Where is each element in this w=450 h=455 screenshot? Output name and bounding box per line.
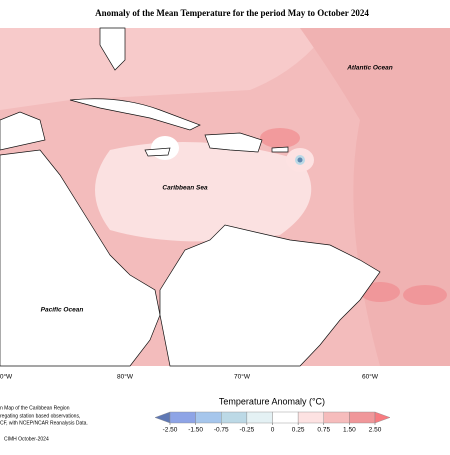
legend-title: Temperature Anomaly (°C) xyxy=(219,396,325,406)
shade xyxy=(260,128,300,148)
colorbar-tick-label: 1.50 xyxy=(343,427,356,434)
colorbar-segment xyxy=(297,411,324,424)
colorbar-segment xyxy=(272,411,299,424)
colorbar-extend xyxy=(374,411,391,424)
colorbar-segment xyxy=(246,411,273,424)
shade xyxy=(300,28,450,366)
colorbar-segment xyxy=(323,411,350,424)
longitude-labels: 0°W 80°W 70°W 60°W xyxy=(0,373,379,381)
puerto-rico xyxy=(271,146,289,153)
cuba xyxy=(69,98,201,131)
colorbar-tick-label: 0 xyxy=(271,427,275,434)
longitude-label: 80°W xyxy=(117,373,134,381)
colorbar-segment xyxy=(195,411,222,424)
shade xyxy=(0,28,330,110)
shade xyxy=(360,282,400,302)
colorbar-segment xyxy=(221,411,248,424)
longitude-label: 70°W xyxy=(234,373,251,381)
central-america xyxy=(0,149,161,367)
colorbar-tick-label: 0.75 xyxy=(317,427,330,434)
colorbar-extend xyxy=(154,411,171,424)
note: CF, with NCEP/NCAR Reanalysis Data. xyxy=(0,420,88,426)
shade xyxy=(151,136,179,160)
colorbar-tick-label: -2.50 xyxy=(163,427,178,434)
note: regating station based observations, xyxy=(0,413,80,419)
shade xyxy=(297,157,303,163)
colorbar-tick-label: 0.25 xyxy=(292,427,305,434)
title: Anomaly of the Mean Temperature for the … xyxy=(95,8,369,18)
colorbar-segment xyxy=(169,411,196,424)
colorbar-tick-label: -0.25 xyxy=(239,427,254,434)
note: n Map of the Caribbean Region xyxy=(0,405,70,411)
colorbar-segment xyxy=(349,411,376,424)
colorbar-tick-label: -0.75 xyxy=(214,427,229,434)
shade xyxy=(403,285,447,305)
colorbar-tick-label: 2.50 xyxy=(369,427,382,434)
map: Atlantic Ocean Caribbean Sea Pacific Oce… xyxy=(0,27,450,367)
hispaniola xyxy=(204,132,263,153)
shade xyxy=(95,142,312,242)
jamaica xyxy=(144,147,171,157)
map-label: Caribbean Sea xyxy=(162,185,208,192)
florida xyxy=(99,27,126,71)
colorbar-tick-label: -1.50 xyxy=(188,427,203,434)
credit: CIMH October-2024 xyxy=(4,436,49,442)
longitude-label: 60°W xyxy=(362,373,379,381)
map-label: Pacific Ocean xyxy=(41,307,84,314)
longitude-label: 0°W xyxy=(0,373,13,381)
yucatan xyxy=(0,111,46,151)
map-label: Atlantic Ocean xyxy=(346,65,393,72)
colorbar: -2.50 -1.50 -0.75 -0.25 0 0.25 0.75 1.50 2.50 xyxy=(154,411,391,434)
south-america xyxy=(159,224,381,367)
notes: n Map of the Caribbean Region regating s… xyxy=(0,405,88,442)
